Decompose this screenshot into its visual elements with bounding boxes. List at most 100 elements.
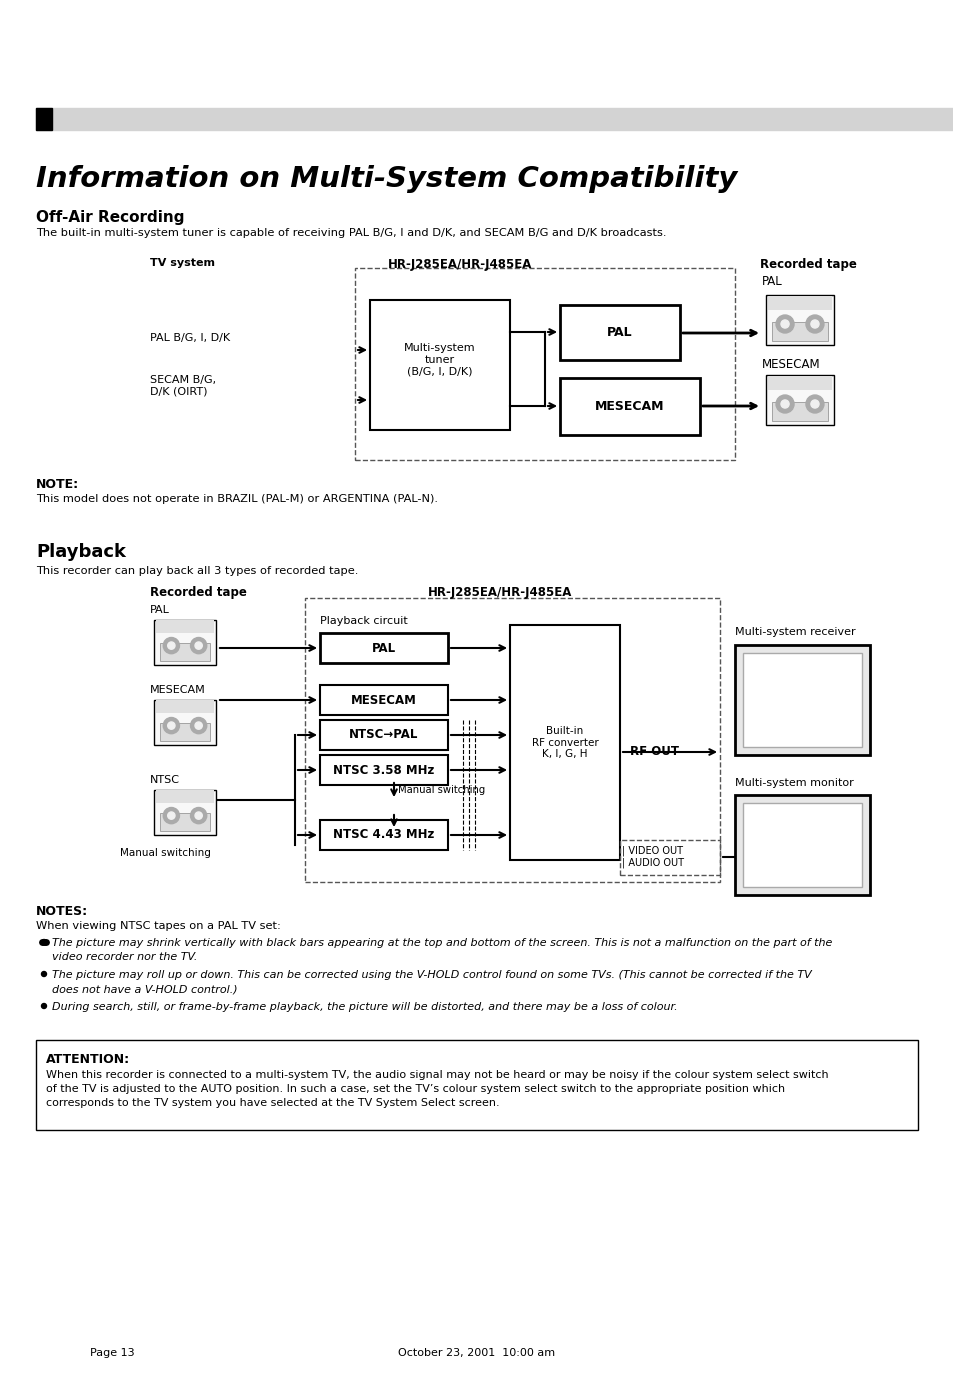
Bar	[36, 107, 953, 130]
Circle shape	[781, 320, 788, 328]
Bar	[156, 700, 213, 712]
Text: October 23, 2001  10:00 am: October 23, 2001 10:00 am	[398, 1348, 555, 1357]
Text: video recorder nor the TV.: video recorder nor the TV.	[52, 952, 197, 962]
Circle shape	[42, 1003, 47, 1009]
Text: Recorded tape: Recorded tape	[150, 586, 247, 599]
Text: Off-Air Recording: Off-Air Recording	[36, 209, 184, 225]
Bar	[734, 795, 869, 894]
Circle shape	[775, 395, 793, 413]
Text: PAL: PAL	[372, 642, 395, 655]
Bar	[765, 375, 833, 424]
Bar	[160, 644, 210, 660]
Bar	[742, 803, 862, 887]
Text: The picture may roll up or down. This can be corrected using the V-HOLD control : The picture may roll up or down. This ca…	[52, 970, 811, 980]
Text: PAL B/G, I, D/K: PAL B/G, I, D/K	[150, 333, 230, 343]
Bar	[355, 267, 734, 460]
Text: PAL
SECAM
NTSC 3.58
NTSC 4.43: PAL SECAM NTSC 3.58 NTSC 4.43	[775, 823, 829, 867]
Bar	[619, 841, 720, 875]
Text: PAL
(B/G, D/K, I, H)
NTSC (M): PAL (B/G, D/K, I, H) NTSC (M)	[764, 683, 840, 717]
Bar	[370, 300, 510, 430]
Text: MESECAM: MESECAM	[595, 400, 664, 413]
Bar	[153, 620, 215, 664]
Bar	[156, 791, 213, 803]
Text: HR-J285EA/HR-J485EA: HR-J285EA/HR-J485EA	[388, 258, 532, 271]
Text: MESECAM: MESECAM	[761, 358, 820, 371]
Text: PAL: PAL	[150, 605, 170, 615]
Text: Information on Multi-System Compatibility: Information on Multi-System Compatibilit…	[36, 165, 737, 193]
Circle shape	[163, 718, 179, 733]
Text: NTSC 3.58 MHz: NTSC 3.58 MHz	[333, 763, 435, 776]
Circle shape	[168, 722, 174, 729]
Bar	[319, 820, 448, 850]
Bar	[36, 1040, 917, 1130]
Text: When viewing NTSC tapes on a PAL TV set:: When viewing NTSC tapes on a PAL TV set:	[36, 921, 280, 932]
Text: Playback circuit: Playback circuit	[319, 616, 407, 626]
Bar	[559, 378, 700, 435]
Text: MESECAM: MESECAM	[351, 693, 416, 707]
Circle shape	[781, 400, 788, 408]
Text: corresponds to the TV system you have selected at the TV System Select screen.: corresponds to the TV system you have se…	[46, 1098, 499, 1108]
Bar	[319, 685, 448, 715]
Circle shape	[194, 812, 202, 820]
Text: This model does not operate in BRAZIL (PAL-M) or ARGENTINA (PAL-N).: This model does not operate in BRAZIL (P…	[36, 493, 437, 504]
Circle shape	[805, 395, 823, 413]
Bar	[36, 107, 52, 130]
Circle shape	[191, 808, 207, 824]
Text: TV system: TV system	[150, 258, 214, 267]
Bar	[160, 813, 210, 831]
Bar	[767, 376, 831, 390]
Bar	[734, 645, 869, 755]
Circle shape	[42, 971, 47, 977]
Text: When this recorder is connected to a multi-system TV, the audio signal may not b: When this recorder is connected to a mul…	[46, 1069, 828, 1080]
Text: MESECAM: MESECAM	[150, 685, 206, 695]
Text: NOTE:: NOTE:	[36, 478, 79, 491]
Bar	[767, 296, 831, 310]
Bar	[319, 719, 448, 750]
Text: NTSC: NTSC	[150, 774, 180, 785]
Text: of the TV is adjusted to the AUTO position. In such a case, set the TV’s colour : of the TV is adjusted to the AUTO positi…	[46, 1084, 784, 1094]
Text: NTSC 4.43 MHz: NTSC 4.43 MHz	[333, 828, 435, 842]
Circle shape	[42, 940, 47, 944]
Text: HR-J285EA/HR-J485EA: HR-J285EA/HR-J485EA	[427, 586, 572, 599]
Circle shape	[191, 638, 207, 653]
Bar	[510, 626, 619, 860]
Bar	[559, 305, 679, 360]
Text: Multi-system monitor: Multi-system monitor	[734, 779, 853, 788]
Text: Playback: Playback	[36, 543, 126, 561]
Circle shape	[810, 400, 819, 408]
Circle shape	[775, 316, 793, 333]
Bar	[771, 322, 827, 340]
Text: Recorded tape: Recorded tape	[760, 258, 856, 271]
Bar	[305, 598, 720, 882]
Bar	[153, 700, 215, 744]
Circle shape	[168, 812, 174, 820]
Circle shape	[168, 642, 174, 649]
Text: The picture may shrink vertically with black bars appearing at the top and botto: The picture may shrink vertically with b…	[52, 938, 832, 948]
Bar	[742, 653, 862, 747]
Text: does not have a V-HOLD control.): does not have a V-HOLD control.)	[52, 984, 237, 994]
Bar	[156, 620, 213, 633]
Text: | VIDEO OUT
| AUDIO OUT: | VIDEO OUT | AUDIO OUT	[621, 845, 683, 868]
Bar	[765, 295, 833, 344]
Text: RF OUT: RF OUT	[629, 745, 679, 758]
Text: PAL: PAL	[606, 327, 632, 339]
Text: Built-in
RF converter
K, I, G, H: Built-in RF converter K, I, G, H	[531, 726, 598, 759]
Circle shape	[163, 808, 179, 824]
Circle shape	[810, 320, 819, 328]
Text: The built-in multi-system tuner is capable of receiving PAL B/G, I and D/K, and : The built-in multi-system tuner is capab…	[36, 227, 666, 238]
Text: Manual switching: Manual switching	[120, 847, 211, 858]
Circle shape	[194, 722, 202, 729]
Text: ATTENTION:: ATTENTION:	[46, 1053, 130, 1067]
Text: NTSC→PAL: NTSC→PAL	[349, 729, 418, 741]
Bar	[153, 790, 215, 835]
Circle shape	[191, 718, 207, 733]
Text: NOTES:: NOTES:	[36, 905, 88, 918]
Text: During search, still, or frame-by-frame playback, the picture will be distorted,: During search, still, or frame-by-frame …	[52, 1002, 677, 1011]
Text: Page 13: Page 13	[90, 1348, 134, 1357]
Bar	[771, 402, 827, 422]
Bar	[319, 755, 448, 785]
Text: Multi-system
tuner
(B/G, I, D/K): Multi-system tuner (B/G, I, D/K)	[404, 343, 476, 376]
Text: SECAM B/G,
D/K (OIRT): SECAM B/G, D/K (OIRT)	[150, 375, 216, 397]
Text: Manual switching: Manual switching	[397, 785, 485, 795]
Text: Multi-system receiver: Multi-system receiver	[734, 627, 855, 637]
